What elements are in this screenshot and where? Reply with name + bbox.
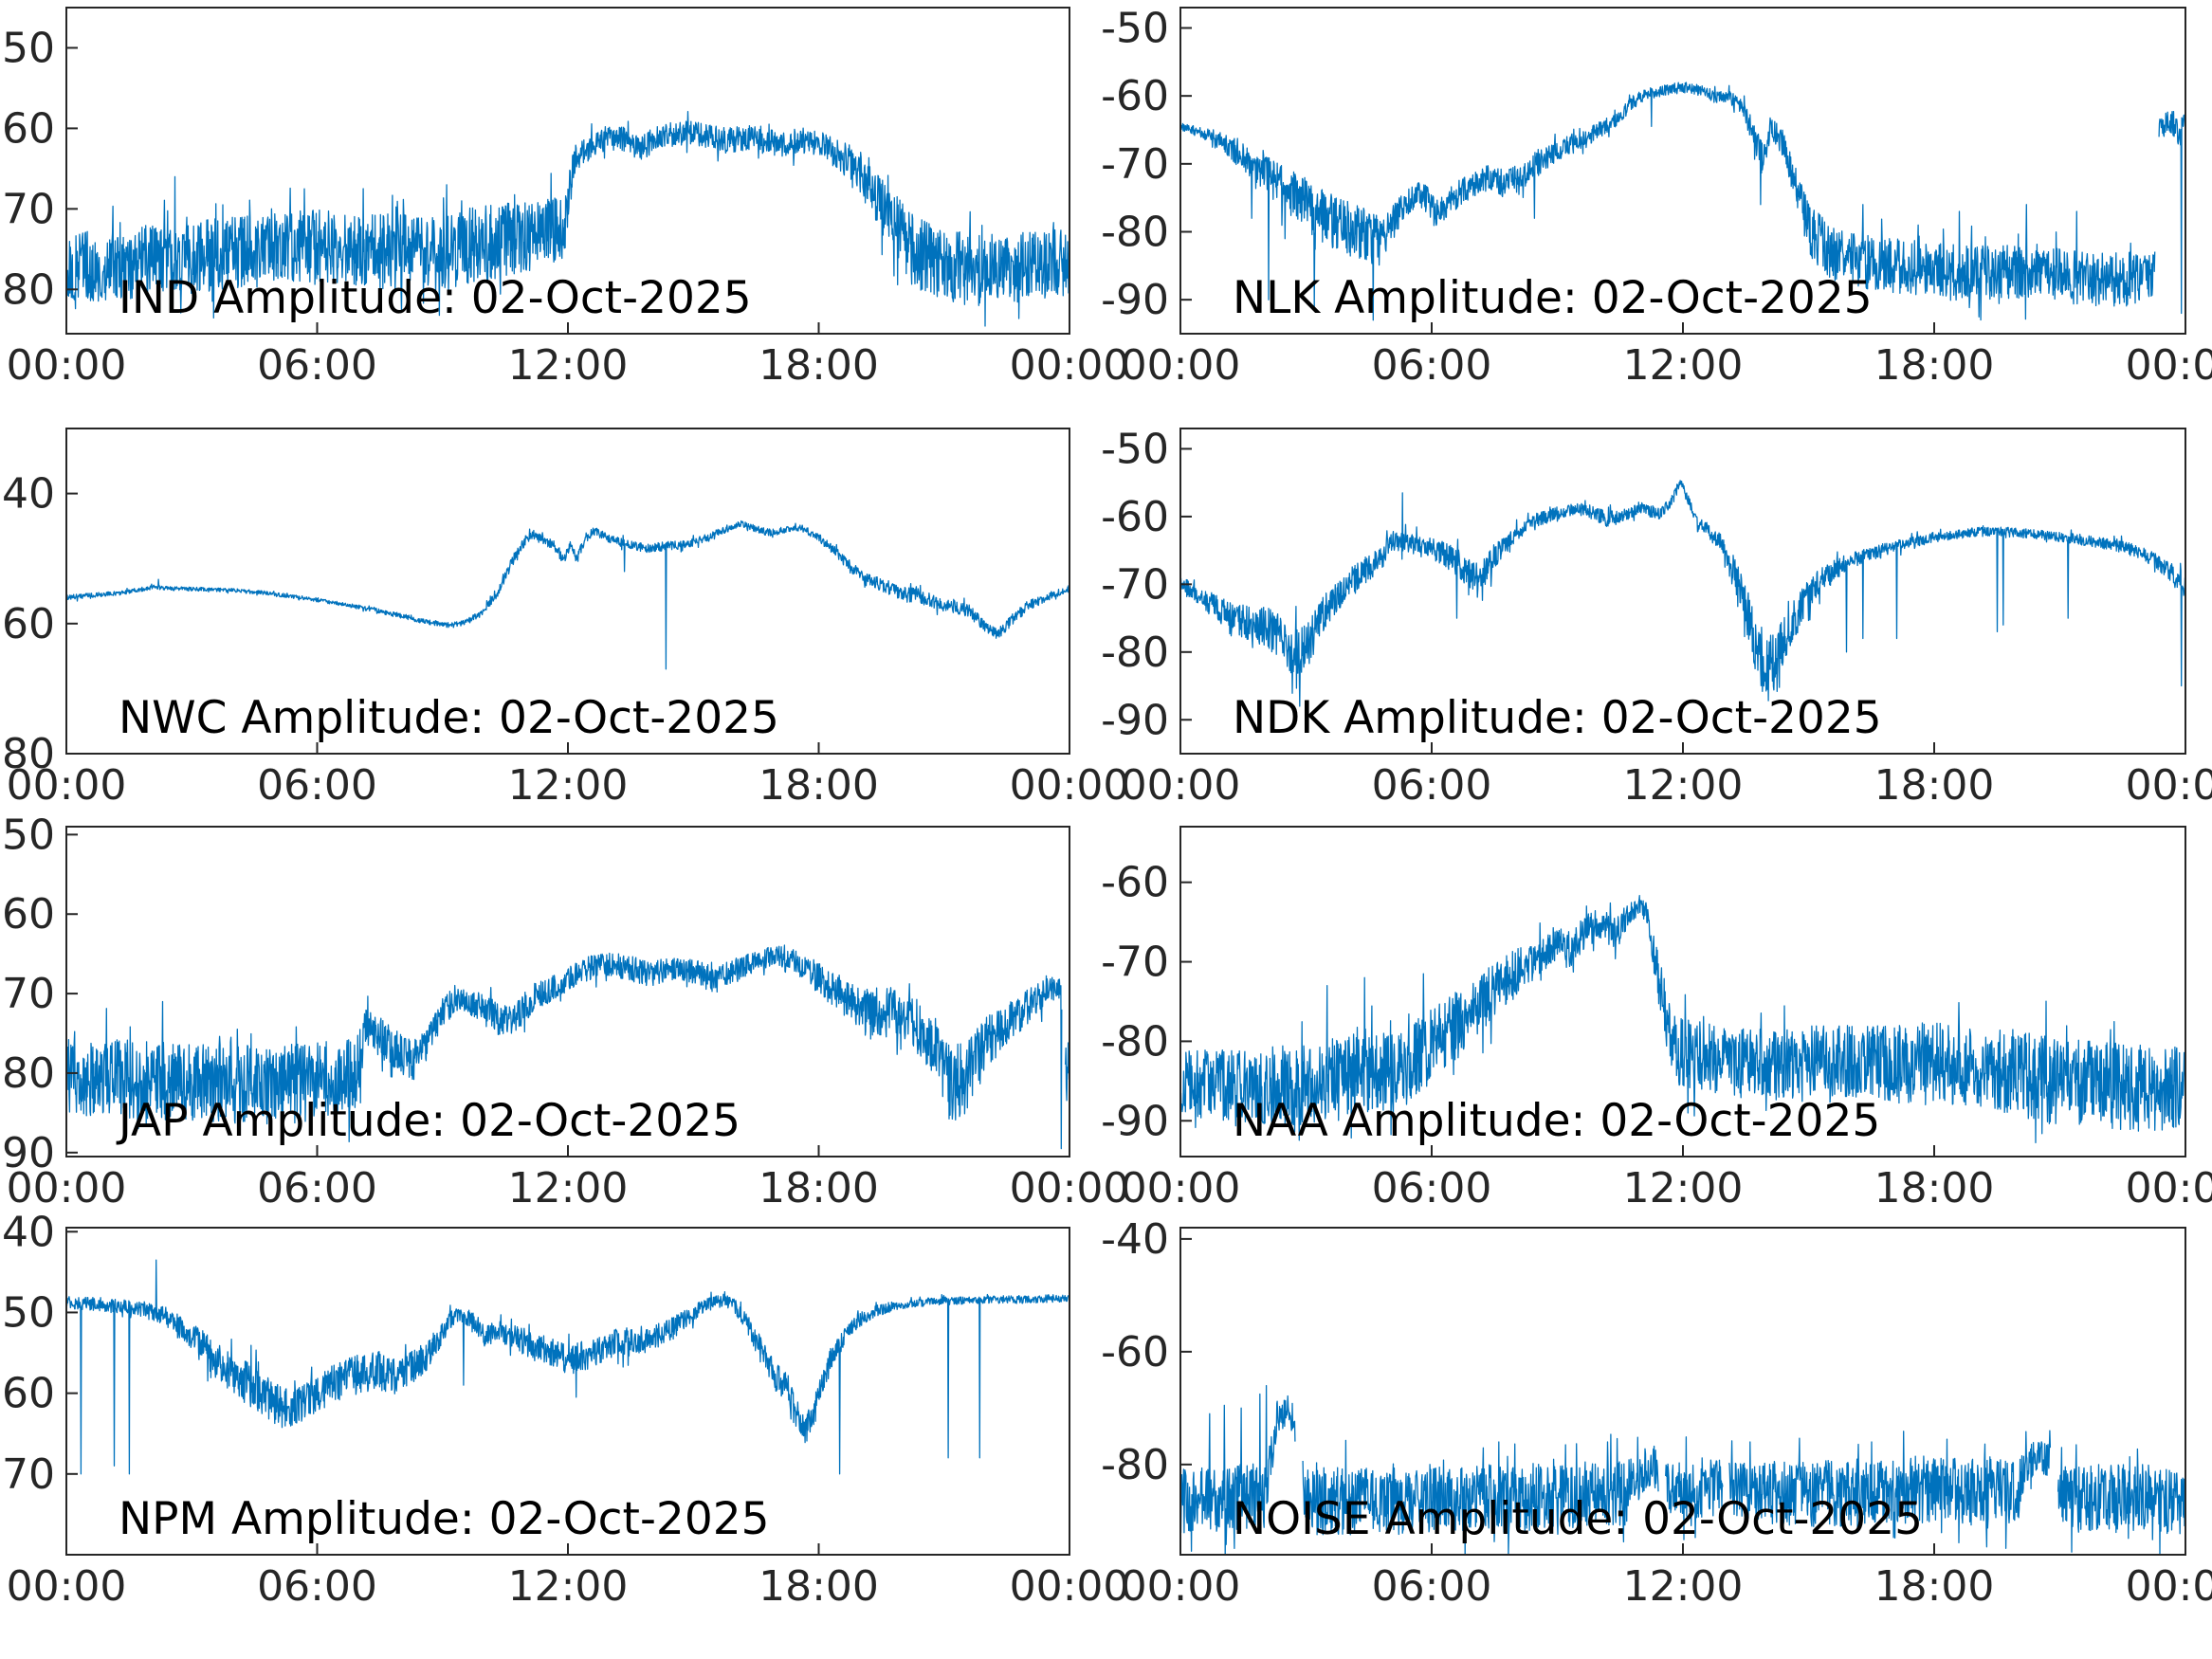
x-tick-label: 12:00 [1623, 1164, 1744, 1212]
subplot-noise: 00:00 06:00 12:00 18:00 00:00 -40 -60 -80 NOISE … [1101, 1215, 2212, 1611]
station-label: NOISE Amplitude: 02-Oct-2025 [1233, 1493, 1923, 1545]
y-tick-label: -40 [1101, 1215, 1169, 1264]
x-tick-label: 18:00 [759, 1164, 879, 1212]
x-tick-label: 12:00 [1623, 341, 1744, 390]
y-tick-label: -70 [1101, 140, 1169, 189]
x-tick-label: 12:00 [508, 341, 629, 390]
x-tick-label: 00:00 [1121, 761, 1241, 810]
series-line [1179, 480, 2186, 707]
x-tick-label: 06:00 [257, 1562, 377, 1611]
y-tick-label: 70 [2, 1450, 55, 1499]
y-tick-label: -60 [1101, 493, 1169, 541]
subplot-ind: 00:00 06:00 12:00 18:00 00:00 50 60 70 80 IND Amp… [2, 7, 1130, 390]
station-label: NDK Amplitude: 02-Oct-2025 [1233, 692, 1882, 744]
x-tick-label: 18:00 [759, 761, 879, 810]
series-line [1179, 1384, 2186, 1556]
y-tick-label: 40 [2, 470, 55, 519]
series-line [65, 520, 1070, 670]
y-tick-label: 40 [2, 1208, 55, 1256]
y-tick-label: 60 [2, 104, 55, 153]
x-tick-label: 06:00 [1372, 761, 1492, 810]
x-tick-label: 00:00 [1010, 761, 1130, 810]
x-tick-label: 00:00 [7, 341, 127, 390]
x-tick-label: 00:00 [2126, 1562, 2212, 1611]
station-label: JAP Amplitude: 02-Oct-2025 [116, 1095, 740, 1147]
x-tick-label: 18:00 [1874, 761, 1995, 810]
station-label: IND Amplitude: 02-Oct-2025 [119, 272, 752, 324]
y-tick-label: -60 [1101, 72, 1169, 120]
y-tick-label: 80 [2, 1049, 55, 1098]
y-tick-label: -80 [1101, 1017, 1169, 1066]
x-tick-label: 06:00 [257, 761, 377, 810]
station-label: NPM Amplitude: 02-Oct-2025 [119, 1493, 770, 1545]
x-tick-label: 12:00 [508, 1562, 629, 1611]
x-tick-label: 12:00 [508, 1164, 629, 1212]
y-tick-label: -50 [1101, 425, 1169, 473]
subplot-npm: 00:00 06:00 12:00 18:00 00:00 40 50 60 70 NPM Amp… [2, 1208, 1129, 1611]
x-tick-label: 18:00 [1874, 1562, 1995, 1611]
subplot-nlk: 00:00 06:00 12:00 18:00 00:00 -50 -60 -70 -80 -90… [1101, 5, 2212, 391]
y-tick-label: 70 [2, 185, 55, 233]
x-tick-label: 00:00 [2126, 761, 2212, 810]
station-label: NWC Amplitude: 02-Oct-2025 [119, 692, 779, 744]
y-tick-label: 50 [2, 1288, 55, 1337]
y-tick-label: 70 [2, 970, 55, 1018]
x-tick-label: 00:00 [7, 761, 127, 810]
y-tick-label: 80 [2, 265, 55, 314]
x-tick-label: 12:00 [1623, 761, 1744, 810]
x-tick-label: 06:00 [1372, 1562, 1492, 1611]
x-tick-label: 00:00 [1010, 1562, 1130, 1611]
x-tick-label: 00:00 [1121, 1562, 1241, 1611]
x-tick-label: 06:00 [1372, 341, 1492, 390]
series-line [1179, 895, 2186, 1144]
y-tick-label: -70 [1101, 560, 1169, 609]
x-tick-label: 06:00 [257, 341, 377, 390]
y-tick-label: -90 [1101, 696, 1169, 744]
subplot-nwc: 00:00 06:00 12:00 18:00 00:00 40 60 80 NWC Ampli… [2, 428, 1129, 810]
y-tick-label: 50 [2, 24, 55, 72]
x-tick-label: 00:00 [2126, 341, 2212, 390]
x-tick-label: 12:00 [1623, 1562, 1744, 1611]
y-tick-label: 50 [2, 811, 55, 859]
x-tick-label: 00:00 [1121, 1164, 1241, 1212]
x-tick-label: 18:00 [759, 1562, 879, 1611]
y-tick-label: -70 [1101, 939, 1169, 987]
x-tick-label: 00:00 [7, 1562, 127, 1611]
series-line [65, 110, 1070, 327]
x-tick-label: 00:00 [2126, 1164, 2212, 1212]
x-tick-label: 18:00 [759, 341, 879, 390]
y-tick-label: -80 [1101, 209, 1169, 257]
y-tick-label: -60 [1101, 1328, 1169, 1376]
x-tick-label: 18:00 [1874, 341, 1995, 390]
x-tick-label: 00:00 [1121, 341, 1241, 390]
y-tick-label: 90 [2, 1129, 55, 1177]
y-tick-label: 80 [2, 730, 55, 778]
y-tick-label: -90 [1101, 1097, 1169, 1145]
y-tick-label: -90 [1101, 276, 1169, 324]
series-line [1179, 82, 2186, 321]
subplot-jap: 00:00 06:00 12:00 18:00 00:00 50 60 70 80 90 JAP A… [2, 811, 1129, 1212]
y-tick-label: 60 [2, 890, 55, 939]
x-tick-label: 18:00 [1874, 1164, 1995, 1212]
x-tick-label: 00:00 [1010, 1164, 1130, 1212]
y-tick-label: -60 [1101, 859, 1169, 907]
y-tick-label: 60 [2, 600, 55, 648]
subplot-ndk: 00:00 06:00 12:00 18:00 00:00 -50 -60 -70 -80 -90… [1101, 425, 2212, 810]
x-tick-label: 12:00 [508, 761, 629, 810]
subplot-naa: 00:00 06:00 12:00 18:00 00:00 -60 -70 -80 -90 NAA… [1101, 826, 2212, 1212]
y-tick-label: -80 [1101, 1441, 1169, 1489]
x-tick-label: 06:00 [1372, 1164, 1492, 1212]
y-tick-label: 60 [2, 1370, 55, 1418]
station-label: NLK Amplitude: 02-Oct-2025 [1233, 272, 1873, 324]
station-label: NAA Amplitude: 02-Oct-2025 [1233, 1095, 1880, 1147]
x-tick-label: 06:00 [257, 1164, 377, 1212]
series-line [65, 1259, 1070, 1475]
x-tick-label: 00:00 [7, 1164, 127, 1212]
x-tick-label: 00:00 [1010, 341, 1130, 390]
y-tick-label: -50 [1101, 5, 1169, 53]
y-tick-label: -80 [1101, 629, 1169, 677]
